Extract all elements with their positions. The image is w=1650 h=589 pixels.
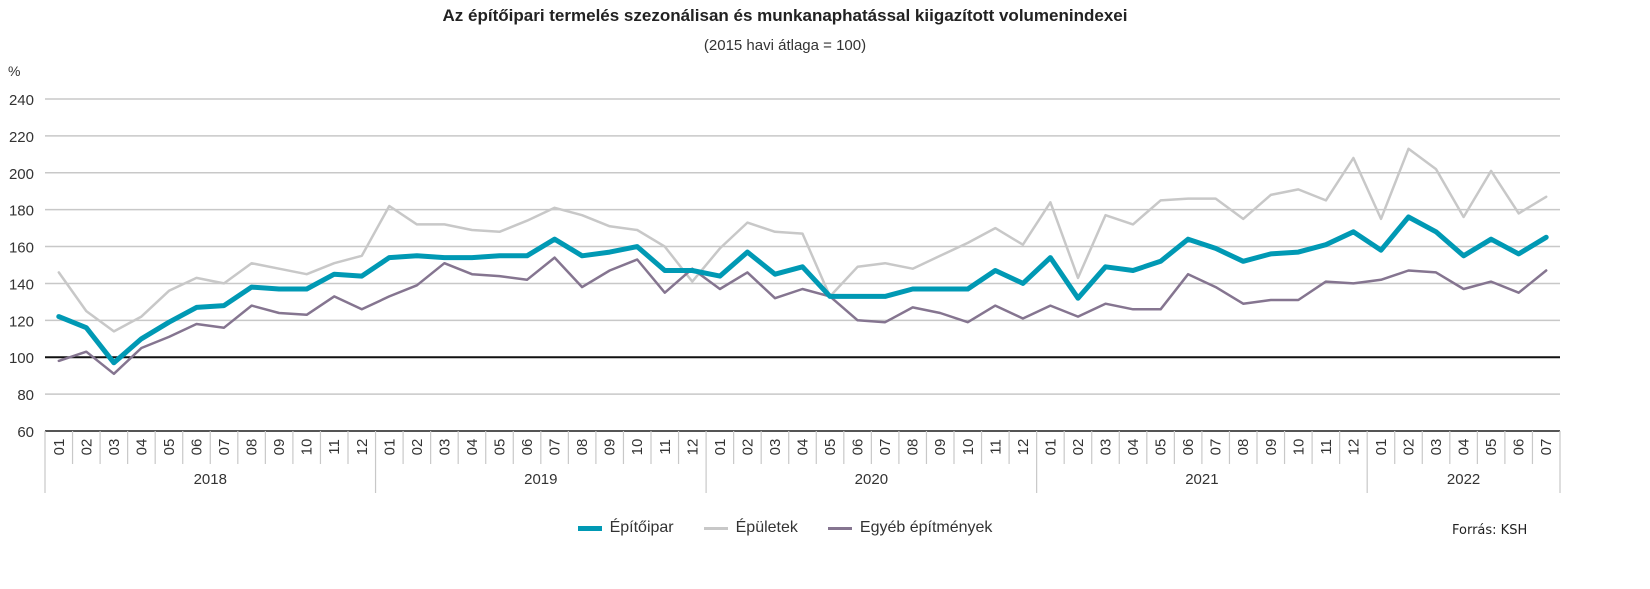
x-tick-label-month: 03 — [106, 439, 123, 456]
series-line-épületek — [57, 147, 1548, 333]
series-line-egyéb-építmények — [57, 256, 1548, 376]
x-tick-label-month: 12 — [1015, 439, 1032, 456]
x-tick-label-month: 01 — [51, 439, 68, 456]
x-tick-label-month: 12 — [684, 439, 701, 456]
x-tick-label-month: 05 — [161, 439, 178, 456]
x-tick-label-month: 02 — [739, 439, 756, 456]
x-tick-label-month: 09 — [602, 439, 619, 456]
legend-swatch-epitoipar — [577, 525, 602, 531]
x-tick-label-year: 2019 — [524, 471, 557, 488]
chart-title: Az építőipari termelés szezonálisan és m… — [442, 6, 1128, 25]
x-tick-label-month: 12 — [1345, 439, 1362, 456]
x-tick-label-month: 04 — [133, 439, 150, 456]
y-tick-label: 140 — [9, 276, 34, 293]
x-axis: 01 02 03 04 05 06 07 08 09 10 11 12 2018 01 02 03 04 05 06… — [44, 430, 1561, 493]
x-tick-label-month: 01 — [712, 439, 729, 456]
x-tick-label-month: 07 — [877, 439, 894, 456]
x-tick-label-month: 01 — [381, 439, 398, 456]
legend-label: Építőipar — [609, 519, 674, 536]
series-line-építőipar — [56, 214, 1549, 366]
x-tick-label-month: 05 — [1483, 439, 1500, 456]
y-tick-label: 160 — [9, 240, 34, 257]
legend-label: Épületek — [735, 519, 798, 536]
x-tick-label-month: 12 — [354, 439, 371, 456]
legend-item-epitoipar[interactable]: Építőipar — [577, 519, 674, 537]
x-tick-label-month: 03 — [1098, 439, 1115, 456]
x-tick-label-month: 09 — [1263, 439, 1280, 456]
legend-swatch-egyeb-epitmenyek — [827, 526, 852, 530]
x-tick-label-month: 04 — [1456, 439, 1473, 456]
y-tick-label: 180 — [9, 203, 34, 220]
x-tick-label-year: 2022 — [1447, 471, 1480, 488]
legend-item-epuletek[interactable]: Épületek — [703, 519, 798, 537]
x-tick-label-month: 07 — [1538, 439, 1555, 456]
y-axis-ticks: 60 80 100 120 140 160 180 200 220 240 — [9, 92, 34, 441]
x-tick-label-month: 09 — [932, 439, 949, 456]
x-tick-label-month: 05 — [1153, 439, 1170, 456]
x-tick-label-month: 10 — [299, 439, 316, 456]
series-lines — [56, 147, 1549, 376]
x-tick-label-month: 08 — [1235, 439, 1252, 456]
x-tick-label-month: 04 — [1125, 439, 1142, 456]
legend-item-egyeb-epitmenyek[interactable]: Egyéb építmények — [827, 519, 993, 537]
x-tick-label-month: 10 — [960, 439, 977, 456]
x-tick-label-month: 11 — [326, 439, 343, 455]
chart-subtitle: (2015 havi átlaga = 100) — [703, 37, 867, 54]
x-tick-label-month: 07 — [1208, 439, 1225, 456]
x-tick-label-year: 2021 — [1185, 471, 1218, 488]
y-tick-label: 200 — [9, 166, 34, 183]
gridlines — [45, 98, 1560, 395]
y-tick-label: 120 — [9, 313, 34, 330]
x-tick-label-month: 08 — [905, 439, 922, 456]
y-tick-label: 100 — [9, 350, 34, 367]
x-tick-label-month: 02 — [78, 439, 95, 456]
x-tick-label-month: 03 — [436, 439, 453, 456]
x-tick-label-month: 02 — [409, 439, 426, 456]
y-axis-unit-label: % — [8, 63, 21, 79]
x-tick-label-month: 08 — [574, 439, 591, 456]
x-tick-label-month: 04 — [795, 439, 812, 456]
legend-label: Egyéb építmények — [859, 519, 993, 536]
x-tick-label-month: 10 — [1290, 439, 1307, 456]
x-tick-label-month: 06 — [519, 439, 536, 456]
legend-swatch-epuletek — [703, 526, 728, 530]
x-tick-label-month: 07 — [216, 439, 233, 456]
x-tick-label-month: 11 — [657, 439, 674, 455]
x-tick-label-year: 2018 — [194, 471, 227, 488]
x-tick-label-month: 11 — [987, 439, 1004, 455]
x-tick-label-month: 06 — [850, 439, 867, 456]
y-tick-label: 80 — [17, 387, 34, 404]
x-tick-label-month: 06 — [189, 439, 206, 456]
y-tick-label: 240 — [9, 92, 34, 109]
x-tick-label-month: 06 — [1511, 439, 1528, 456]
x-tick-label-month: 02 — [1401, 439, 1418, 456]
x-tick-label-month: 03 — [767, 439, 784, 456]
x-tick-label-month: 03 — [1428, 439, 1445, 456]
x-tick-label-month: 02 — [1070, 439, 1087, 456]
x-tick-label-month: 06 — [1180, 439, 1197, 456]
x-tick-label-month: 05 — [492, 439, 509, 456]
x-tick-label-month: 11 — [1318, 439, 1335, 455]
x-tick-label-month: 05 — [822, 439, 839, 456]
x-tick-label-month: 09 — [271, 439, 288, 456]
x-tick-label-month: 08 — [244, 439, 261, 456]
x-tick-label-month: 04 — [464, 439, 481, 456]
x-tick-label-month: 01 — [1373, 439, 1390, 456]
source-note: Forrás: KSH — [1452, 523, 1528, 538]
legend: Építőipar Épületek Egyéb építmények — [0, 519, 1570, 537]
x-tick-label-month: 07 — [547, 439, 564, 456]
y-tick-label: 220 — [9, 129, 34, 146]
x-tick-label-year: 2020 — [855, 471, 888, 488]
x-tick-label-month: 01 — [1042, 439, 1059, 456]
y-tick-label: 60 — [17, 424, 34, 441]
x-tick-label-month: 10 — [629, 439, 646, 456]
